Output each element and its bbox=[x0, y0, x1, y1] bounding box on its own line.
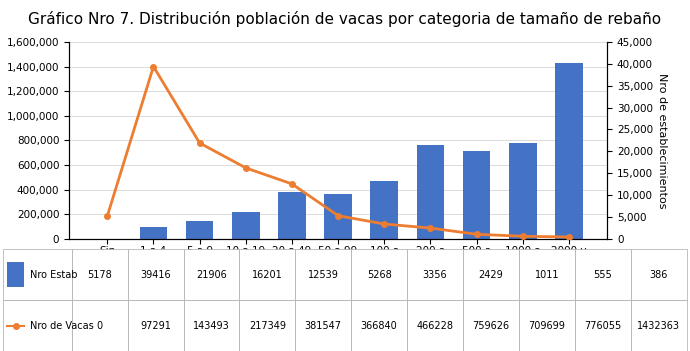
Bar bbox=[407, 249, 463, 300]
Bar bbox=[351, 249, 407, 300]
Bar bbox=[417, 145, 444, 239]
Bar bbox=[128, 249, 184, 300]
Text: 466228: 466228 bbox=[417, 320, 453, 331]
Text: 555: 555 bbox=[593, 270, 612, 280]
Bar bbox=[463, 300, 519, 351]
Bar bbox=[184, 300, 239, 351]
Text: 16201: 16201 bbox=[252, 270, 283, 280]
Bar bbox=[575, 300, 631, 351]
Y-axis label: Nro de hembras adultas: Nro de hembras adultas bbox=[0, 73, 1, 207]
Bar bbox=[509, 143, 537, 239]
Bar bbox=[631, 249, 687, 300]
Text: Nro Estab: Nro Estab bbox=[30, 270, 77, 280]
Bar bbox=[519, 249, 575, 300]
Bar bbox=[139, 227, 167, 239]
Bar bbox=[555, 63, 583, 239]
Bar bbox=[463, 249, 519, 300]
Text: 709699: 709699 bbox=[529, 320, 565, 331]
Text: 3356: 3356 bbox=[423, 270, 447, 280]
Text: 776055: 776055 bbox=[584, 320, 621, 331]
Bar bbox=[72, 249, 128, 300]
Bar bbox=[72, 300, 128, 351]
Bar bbox=[324, 194, 352, 239]
Bar bbox=[463, 152, 491, 239]
Bar bbox=[407, 300, 463, 351]
Text: Gráfico Nro 7. Distribución población de vacas por categoria de tamaño de rebaño: Gráfico Nro 7. Distribución población de… bbox=[28, 11, 662, 27]
Text: 759626: 759626 bbox=[473, 320, 509, 331]
Text: 97291: 97291 bbox=[140, 320, 171, 331]
Bar bbox=[351, 300, 407, 351]
Text: Nro de Vacas: Nro de Vacas bbox=[30, 320, 93, 331]
Y-axis label: Nro de establecimientos: Nro de establecimientos bbox=[657, 73, 667, 208]
Text: 366840: 366840 bbox=[361, 320, 397, 331]
Text: 2429: 2429 bbox=[479, 270, 503, 280]
Text: 5268: 5268 bbox=[367, 270, 391, 280]
Text: 39416: 39416 bbox=[140, 270, 171, 280]
Bar bbox=[295, 300, 351, 351]
Bar bbox=[239, 249, 295, 300]
Bar bbox=[184, 249, 239, 300]
Text: 5178: 5178 bbox=[88, 270, 112, 280]
Text: 143493: 143493 bbox=[193, 320, 230, 331]
Bar bbox=[575, 249, 631, 300]
Text: 217349: 217349 bbox=[249, 320, 286, 331]
Text: 381547: 381547 bbox=[305, 320, 342, 331]
Bar bbox=[3, 249, 72, 300]
Bar bbox=[371, 181, 398, 239]
Bar bbox=[519, 300, 575, 351]
Text: 1011: 1011 bbox=[535, 270, 559, 280]
Bar bbox=[186, 221, 213, 239]
Bar bbox=[3, 300, 72, 351]
Bar bbox=[631, 300, 687, 351]
Bar bbox=[295, 249, 351, 300]
Text: 21906: 21906 bbox=[196, 270, 227, 280]
Text: 1432363: 1432363 bbox=[637, 320, 680, 331]
Bar bbox=[128, 300, 184, 351]
Bar bbox=[239, 300, 295, 351]
Bar bbox=[278, 192, 306, 239]
Bar bbox=[7, 263, 24, 287]
Text: 0: 0 bbox=[97, 320, 103, 331]
Text: 12539: 12539 bbox=[308, 270, 339, 280]
Bar bbox=[232, 212, 259, 239]
Text: 386: 386 bbox=[649, 270, 668, 280]
